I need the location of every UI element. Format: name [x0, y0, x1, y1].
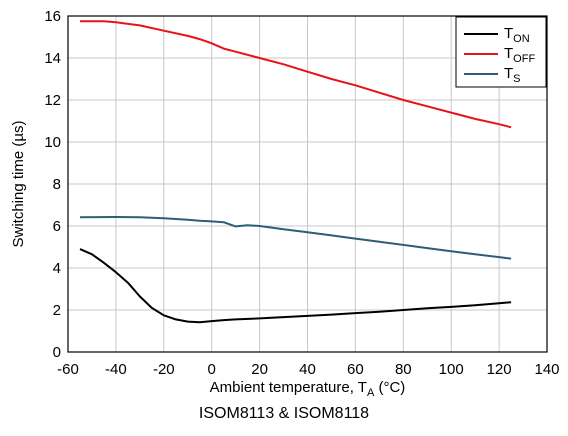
x-tick-label: -60 [57, 361, 79, 378]
legend-label-ton: TON [504, 25, 530, 45]
legend-label-sub: OFF [513, 53, 535, 65]
y-tick-label: 10 [44, 134, 61, 151]
y-axis-label: Switching time (µs) [10, 120, 27, 247]
legend-label-toff: TOFF [504, 45, 535, 65]
x-axis-label-sub: A [367, 387, 375, 399]
y-tick-label: 16 [44, 8, 61, 25]
x-tick-label: 100 [439, 361, 464, 378]
y-tick-label: 14 [44, 50, 61, 67]
x-tick-label: 80 [395, 361, 412, 378]
series-line-ts [79, 216, 512, 260]
x-tick-label: -40 [105, 361, 127, 378]
series-lines [79, 20, 512, 324]
x-tick-label: 0 [208, 361, 216, 378]
x-axis-label-unit: (°C) [374, 379, 405, 396]
x-axis-label: Ambient temperature, TA (°C) [210, 379, 406, 399]
y-tick-label: 0 [53, 344, 61, 361]
y-tick-label: 12 [44, 92, 61, 109]
legend-label-main: T [504, 25, 513, 42]
legend-label-sub: ON [513, 33, 530, 45]
x-axis-label-main: Ambient temperature, T [210, 379, 367, 396]
x-tick-label: -20 [153, 361, 175, 378]
x-tick-label: 20 [251, 361, 268, 378]
legend-label-main: T [504, 45, 513, 62]
x-tick-label: 120 [487, 361, 512, 378]
series-line-ton [79, 248, 512, 324]
x-tick-label: 140 [534, 361, 559, 378]
legend-box [455, 16, 547, 88]
legend-label-sub: S [513, 73, 520, 85]
y-tick-label: 6 [53, 218, 61, 235]
tick-labels: -60 -40 -20 0 20 40 60 80 100 120 140 0 2 4 6 8 10 12 14 16 [44, 8, 559, 378]
y-tick-label: 2 [53, 302, 61, 319]
series-line-toff [80, 20, 512, 129]
legend-label-ts: TS [504, 65, 521, 85]
y-tick-label: 8 [53, 176, 61, 193]
y-tick-label: 4 [53, 260, 61, 277]
x-tick-label: 60 [347, 361, 364, 378]
plot-frame [67, 15, 548, 353]
legend-label-main: T [504, 65, 513, 82]
x-tick-label: 40 [299, 361, 316, 378]
chart-caption: ISOM8113 & ISOM8118 [198, 405, 370, 422]
